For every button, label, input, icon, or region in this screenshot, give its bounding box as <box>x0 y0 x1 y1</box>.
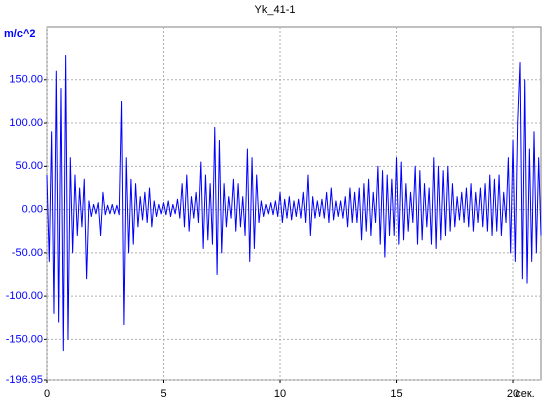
y-tick-label: 0.00 <box>22 203 43 215</box>
y-tick-label: 150.00 <box>9 74 43 86</box>
y-axis-unit: m/c^2 <box>4 28 36 40</box>
x-tick-label: 15 <box>390 388 402 400</box>
y-tick-label: -150.00 <box>6 333 43 345</box>
chart-title: Yk_41-1 <box>255 4 296 16</box>
x-tick-label: 5 <box>160 388 166 400</box>
y-tick-label: -50.00 <box>12 247 43 259</box>
signal-line <box>46 55 542 352</box>
x-tick-label: 0 <box>44 388 50 400</box>
x-axis-unit: сек. <box>515 388 535 400</box>
x-tick-label: 10 <box>274 388 286 400</box>
y-tick-label: -100.00 <box>6 290 43 302</box>
y-tick-label: -196.95 <box>6 374 43 386</box>
y-tick-label: 100.00 <box>9 117 43 129</box>
x-tick-label: 20 <box>507 388 519 400</box>
y-tick-label: 50.00 <box>15 160 43 172</box>
